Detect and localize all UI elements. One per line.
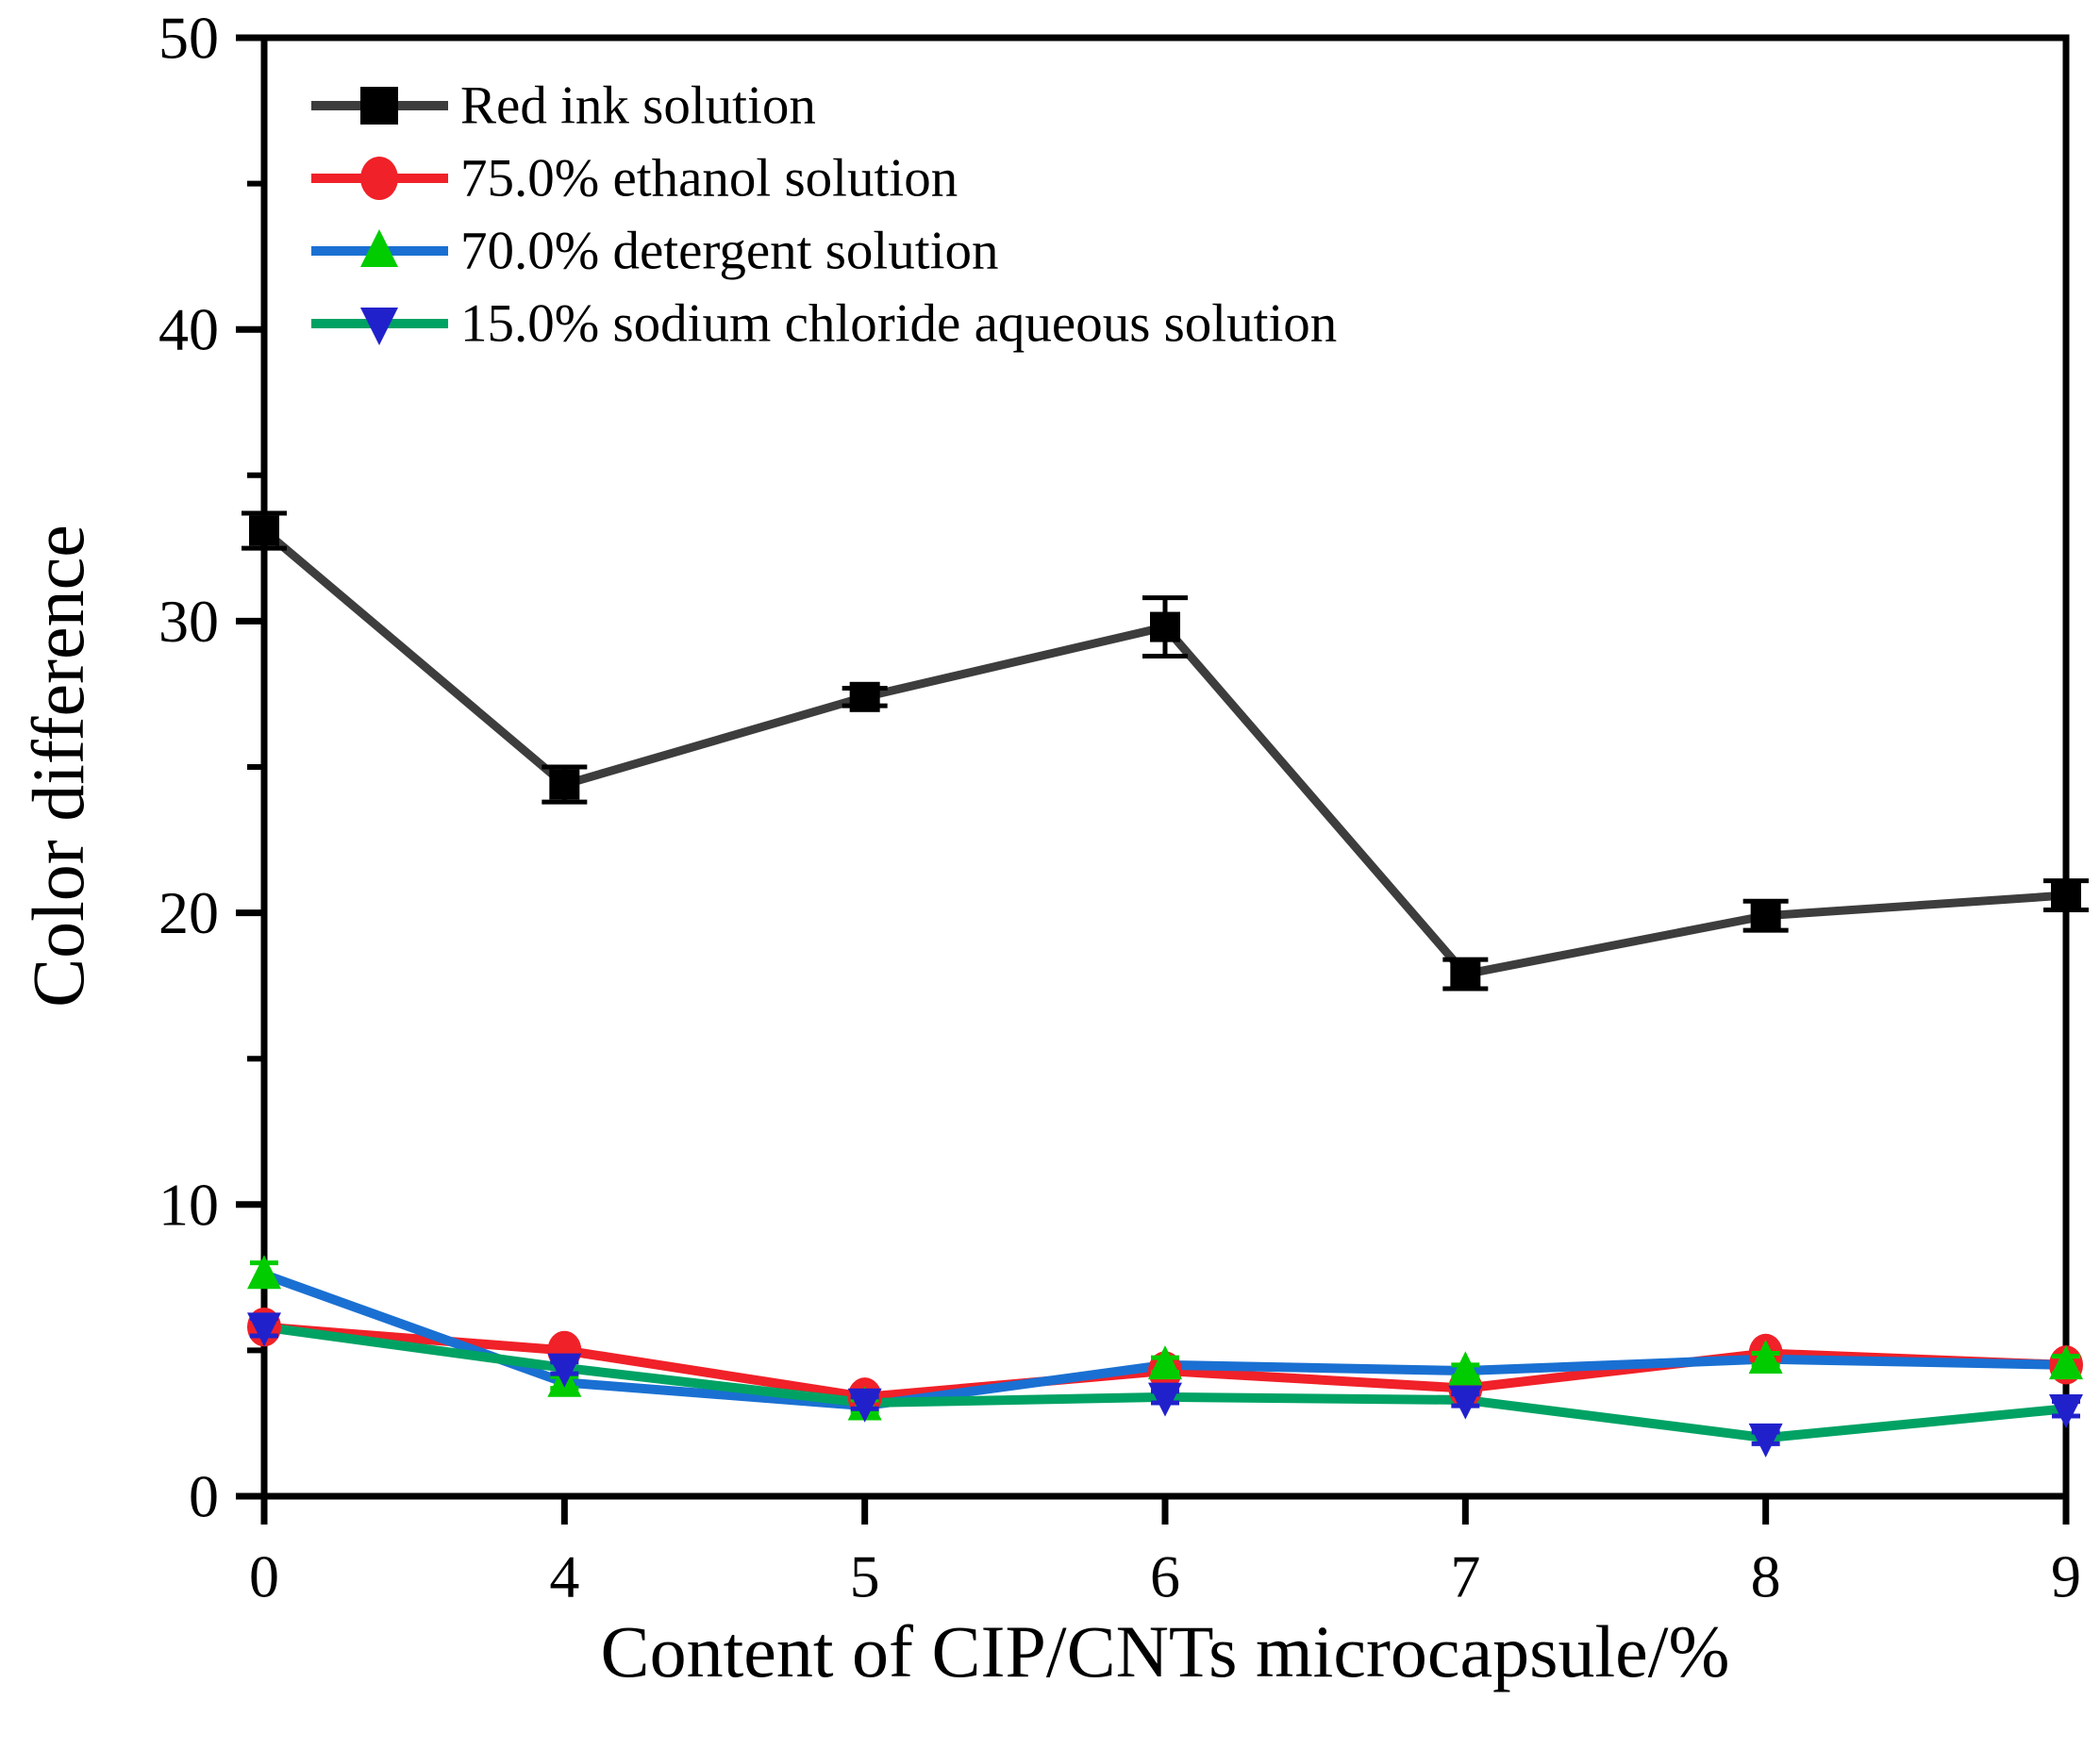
triangle-down-marker: [247, 1312, 281, 1347]
x-tick-label: 6: [1150, 1543, 1180, 1610]
legend-circle-marker: [360, 157, 398, 200]
legend-label: 70.0% detergent solution: [460, 222, 998, 281]
x-tick-label: 0: [249, 1543, 279, 1610]
y-tick-label: 50: [158, 5, 219, 72]
triangle-up-marker: [1448, 1351, 1483, 1386]
x-tick-label: 4: [549, 1543, 579, 1610]
x-tick-label: 5: [850, 1543, 880, 1610]
x-tick-label: 8: [1751, 1543, 1781, 1610]
legend-label: 75.0% ethanol solution: [460, 149, 958, 208]
y-tick-label: 30: [158, 588, 219, 655]
y-tick-label: 10: [158, 1171, 219, 1238]
triangle-down-marker: [1748, 1423, 1783, 1458]
legend-label: Red ink solution: [460, 76, 816, 136]
square-marker: [1450, 958, 1481, 990]
y-tick-label: 40: [158, 296, 219, 363]
x-tick-label: 7: [1450, 1543, 1480, 1610]
square-marker: [1150, 611, 1180, 642]
triangle-up-marker: [1748, 1339, 1783, 1374]
triangle-down-marker: [547, 1353, 582, 1388]
legend-label: 15.0% sodium chloride aqueous solution: [460, 294, 1337, 354]
x-axis-title: Content of CIP/CNTs microcapsule/%: [600, 1610, 1730, 1692]
triangle-down-marker: [1148, 1382, 1182, 1417]
triangle-up-marker: [2049, 1345, 2083, 1380]
legend-triangle-down-marker: [360, 308, 398, 345]
triangle-up-marker: [1148, 1345, 1182, 1380]
square-marker: [549, 769, 580, 800]
y-axis-title: Color difference: [17, 525, 99, 1008]
y-tick-label: 0: [189, 1463, 219, 1530]
square-marker: [1750, 900, 1781, 931]
square-marker: [249, 515, 279, 546]
triangle-up-marker: [247, 1255, 281, 1290]
x-tick-label: 9: [2051, 1543, 2081, 1610]
legend-triangle-up-marker: [360, 229, 398, 267]
legend-square-marker: [360, 87, 398, 125]
triangle-down-marker: [2049, 1393, 2083, 1428]
y-tick-label: 20: [158, 879, 219, 946]
triangle-down-marker: [1448, 1385, 1483, 1420]
triangle-down-marker: [847, 1388, 882, 1423]
square-marker: [2051, 880, 2081, 911]
square-marker: [849, 681, 880, 712]
